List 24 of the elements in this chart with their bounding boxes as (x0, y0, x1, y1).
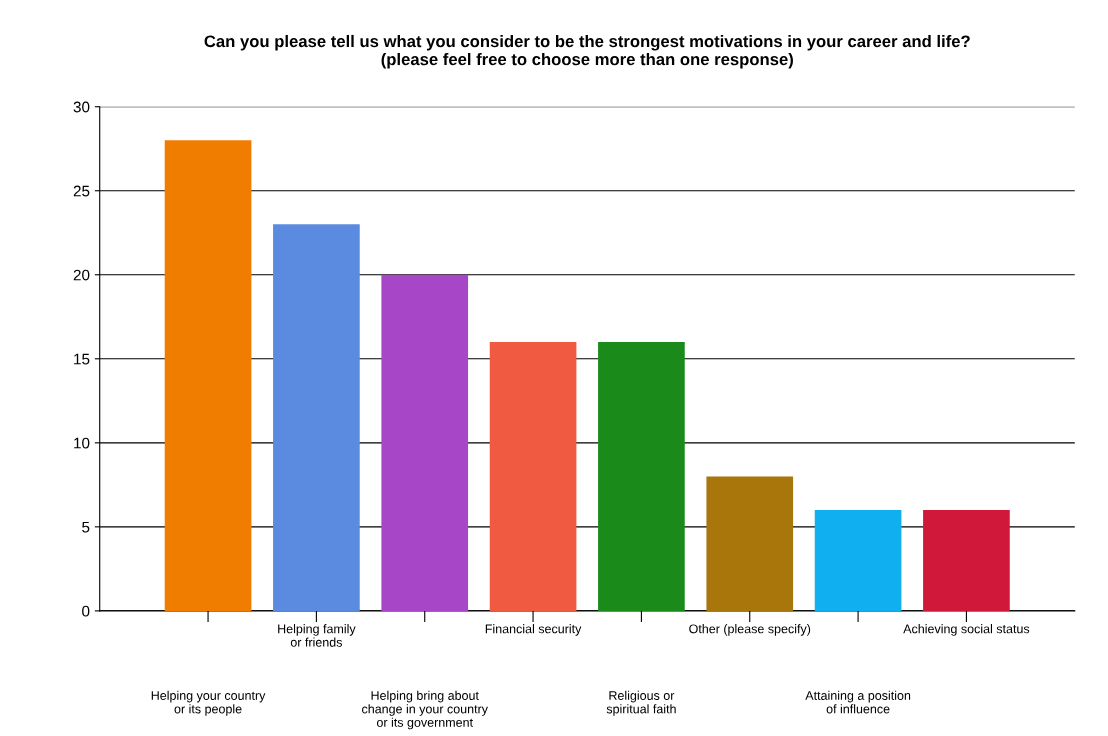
bar (814, 510, 902, 611)
x-tick-label: Helping bring about change in your country or its government (362, 690, 488, 730)
x-tick-label: Helping family or friends (278, 624, 356, 647)
y-tick-label: 20 (73, 269, 90, 281)
bar (164, 140, 252, 611)
y-tick-label: 5 (82, 521, 90, 533)
y-tick-label: 15 (74, 353, 90, 365)
chart-title: Can you please tell us what you consider to be the strongest motivations in your career and life? (please feel free to choose more than one response) (204, 34, 970, 69)
x-tick-label: Helping your country or its people (151, 690, 266, 716)
y-tick-label: 25 (73, 185, 90, 197)
y-tick-label: 30 (73, 101, 90, 113)
bar (706, 476, 794, 611)
y-tick-label: 0 (82, 605, 90, 617)
y-tick-label: 10 (74, 437, 90, 449)
bar (381, 274, 469, 611)
x-tick-label: Attaining a position of influence (805, 690, 911, 714)
bar (489, 341, 577, 611)
bar (273, 224, 360, 611)
x-tick-label: Financial security (485, 624, 582, 636)
bar (598, 341, 685, 611)
x-tick-label: Other (please specify) (689, 624, 811, 636)
x-tick-label: Religious or spiritual faith (606, 690, 676, 716)
bar (923, 510, 1010, 611)
x-tick-label: Achieving social status (903, 624, 1030, 636)
